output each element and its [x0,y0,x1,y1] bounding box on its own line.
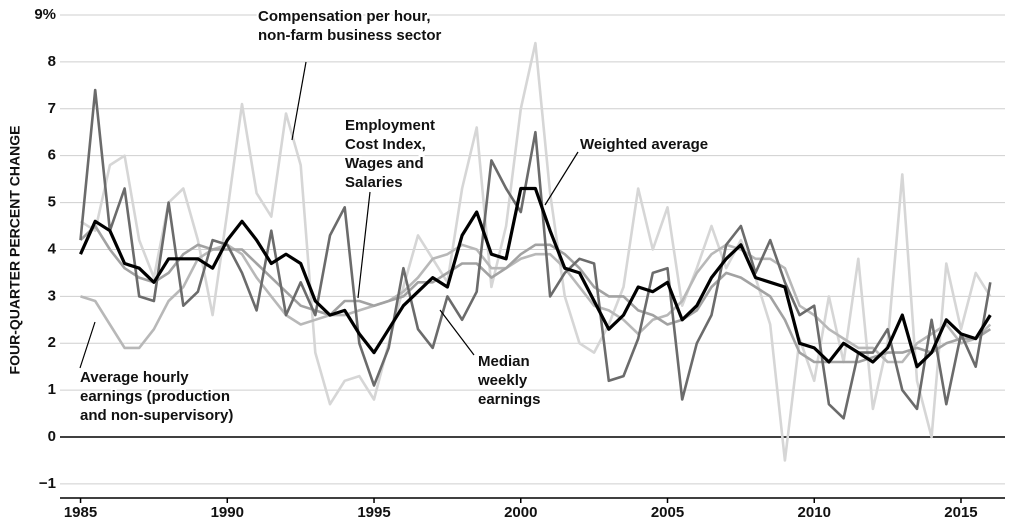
x-tick-label: 2010 [798,504,831,521]
annotation: Wages and [345,155,424,172]
annotation: earnings [478,391,541,408]
y-tick-label: 2 [48,334,56,351]
y-axis-label: FOUR-QUARTER PERCENT CHANGE [7,126,23,375]
y-tick-label: 7 [48,100,56,117]
x-tick-label: 1995 [357,504,390,521]
series-line [79,224,992,364]
annotation: Weighted average [580,136,708,153]
annotation: weekly [477,372,528,389]
series-line [79,186,992,369]
series-line [79,88,992,420]
annotation: Employment [345,117,435,134]
x-tick-label: 2005 [651,504,684,521]
annotation: and non-supervisory) [80,407,233,424]
series-line [80,243,992,364]
x-tick-label: 1990 [211,504,244,521]
y-tick-label: 8 [48,53,56,70]
annotation: Compensation per hour, [258,8,431,25]
annotation: earnings (production [80,388,230,405]
annotation: Average hourly [80,369,189,386]
leader-line [544,151,579,206]
leader-line [439,309,475,356]
y-tick-label: 0 [48,428,56,445]
x-tick-label: 2000 [504,504,537,521]
annotation: non-farm business sector [258,27,442,44]
y-tick-label: 6 [48,147,56,164]
annotation: Cost Index, [345,136,426,153]
x-tick-label: 2015 [944,504,977,521]
y-tick-label: 4 [48,240,57,257]
annotation: Median [478,353,530,370]
leader-line [79,321,96,369]
leader-line [291,61,307,141]
annotation: Salaries [345,174,403,191]
x-tick-label: 1985 [64,504,97,521]
series-line [79,41,992,462]
y-tick-label: −1 [39,475,56,492]
y-tick-label: 9% [34,6,56,23]
y-tick-label: 5 [48,194,56,211]
leader-line [357,191,371,299]
y-tick-label: 3 [48,287,56,304]
y-tick-label: 1 [48,381,56,398]
